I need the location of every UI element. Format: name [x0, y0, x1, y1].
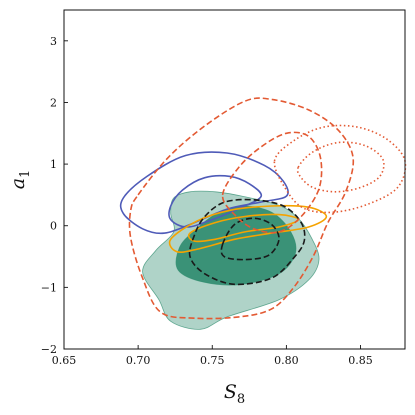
y-axis-label-main: a [7, 178, 29, 189]
y-axis: −2 −1 0 1 2 3 [41, 35, 68, 356]
contour-solid-1-outer [119, 151, 289, 235]
y-axis-label: a1 [7, 170, 33, 190]
y-axis-label-sub: 1 [18, 170, 33, 178]
y-tick-label: 1 [50, 158, 57, 171]
contour-layer [119, 97, 407, 330]
x-axis-label-main: S [224, 381, 237, 403]
contour-solid-2-outer [168, 204, 328, 254]
contour-dashed-4-outer [128, 97, 355, 320]
contour-dashed-3-inner [220, 217, 280, 261]
contour-dashed-3-outer [188, 198, 306, 286]
contour-solid-2-inner [187, 213, 300, 243]
plot-frame [63, 9, 406, 350]
x-tick-label: 0.65 [52, 354, 77, 367]
x-tick-label: 0.75 [200, 354, 225, 367]
y-tick-label: 2 [50, 96, 57, 109]
x-tick-label: 0.70 [126, 354, 151, 367]
x-tick-label: 0.85 [348, 354, 373, 367]
x-tick-label: 0.80 [274, 354, 299, 367]
contour-dashed-4-inner [221, 131, 323, 234]
y-tick-label: 3 [50, 35, 57, 48]
contour-dotted-5-outer [273, 124, 407, 214]
x-axis: 0.65 0.70 0.75 0.80 0.85 [52, 345, 373, 367]
x-axis-label: S8 [224, 381, 245, 407]
y-tick-label: −1 [41, 281, 57, 294]
y-tick-label: 0 [50, 220, 57, 233]
contour-solid-1-inner [168, 174, 263, 228]
contour-dotted-5-inner [296, 141, 385, 193]
x-axis-label-sub: 8 [237, 392, 245, 407]
y-tick-label: −2 [41, 343, 57, 356]
